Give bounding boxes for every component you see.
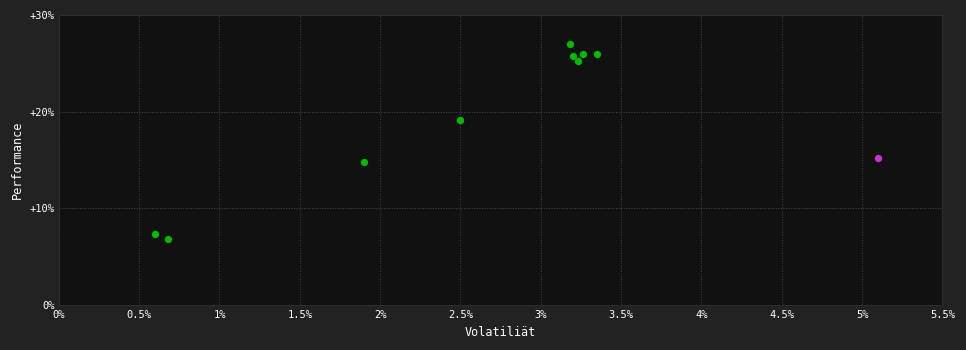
Point bbox=[870, 155, 886, 161]
Y-axis label: Performance: Performance bbox=[12, 121, 24, 199]
Point bbox=[565, 53, 581, 58]
Point bbox=[589, 51, 605, 57]
Point bbox=[562, 41, 578, 47]
Point bbox=[160, 236, 176, 242]
Point bbox=[356, 159, 372, 165]
X-axis label: Volatiliät: Volatiliät bbox=[465, 326, 536, 339]
Point bbox=[575, 51, 590, 57]
Point bbox=[148, 231, 163, 237]
Point bbox=[570, 59, 585, 64]
Point bbox=[453, 118, 469, 123]
